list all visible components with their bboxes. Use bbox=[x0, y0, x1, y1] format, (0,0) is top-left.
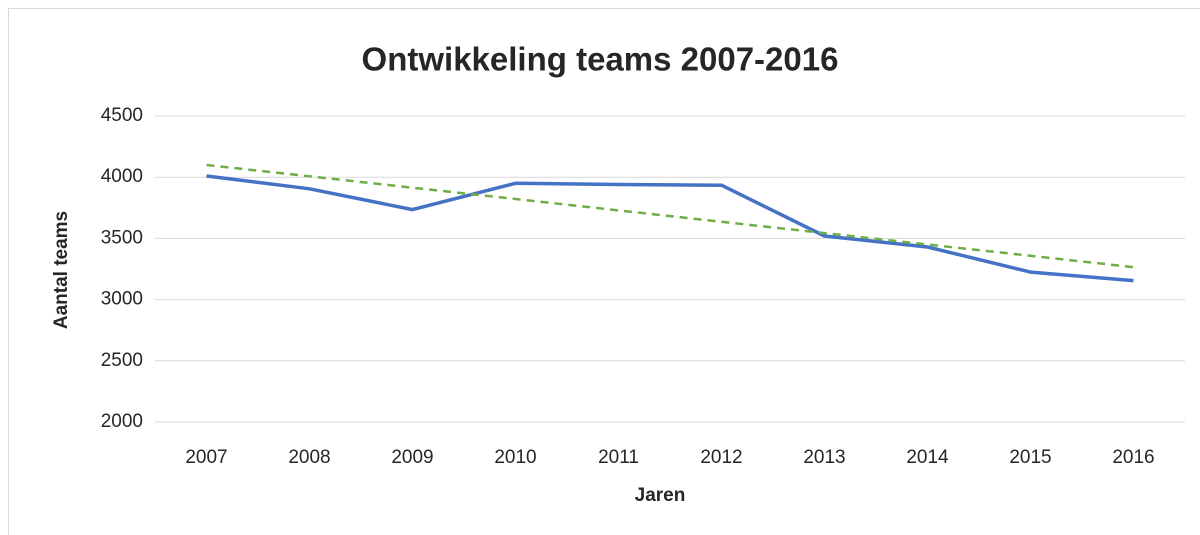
trend-line bbox=[206, 163, 1134, 269]
x-tick-label: 2012 bbox=[700, 447, 742, 468]
x-tick-label: 2007 bbox=[185, 447, 227, 468]
y-tick-label: 3500 bbox=[101, 227, 143, 248]
x-tick-label: 2011 bbox=[598, 447, 639, 468]
y-tick-label: 2500 bbox=[101, 350, 143, 371]
x-axis-label: Jaren bbox=[635, 485, 686, 506]
x-tick-label: 2015 bbox=[1009, 447, 1051, 468]
x-tick-label: 2009 bbox=[391, 447, 433, 468]
chart-border bbox=[8, 8, 1200, 535]
y-tick-label: 4000 bbox=[101, 166, 143, 187]
y-tick-label: 3000 bbox=[101, 289, 143, 310]
x-tick-label: 2014 bbox=[906, 447, 949, 468]
chart-title: Ontwikkeling teams 2007-2016 bbox=[362, 41, 839, 78]
y-tick-label: 4500 bbox=[101, 105, 143, 126]
x-tick-label: 2010 bbox=[494, 447, 536, 468]
y-tick-label: 2000 bbox=[101, 411, 143, 432]
x-tick-label: 2013 bbox=[803, 447, 845, 468]
x-tick-label: 2016 bbox=[1112, 447, 1154, 468]
data-line bbox=[206, 174, 1134, 283]
y-axis-label: Aantal teams bbox=[51, 211, 72, 329]
x-tick-label: 2008 bbox=[288, 447, 330, 468]
